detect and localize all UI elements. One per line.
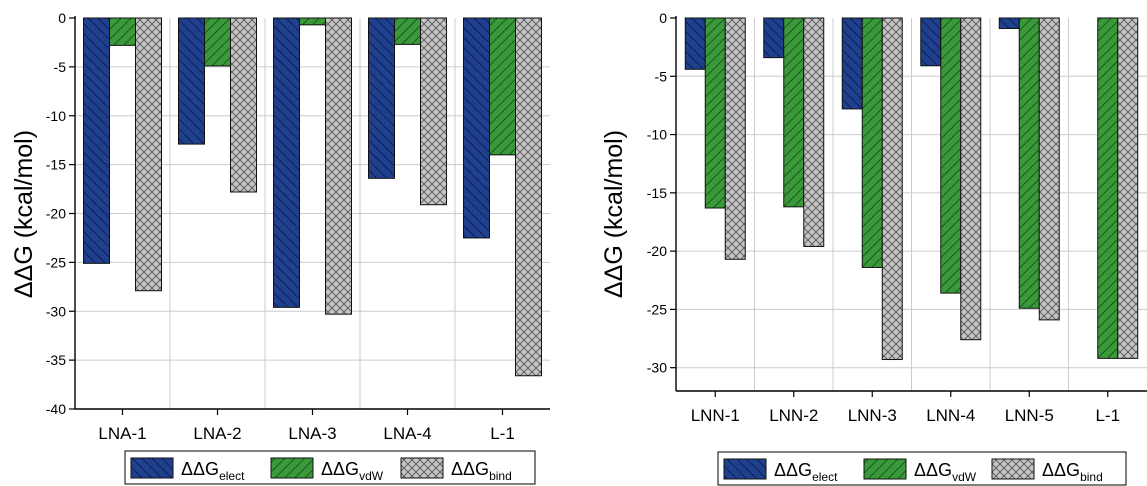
legend-swatch [400,457,444,479]
legend-swatch [130,457,174,479]
x-tick-label: LNN-3 [848,406,897,425]
legend-label: ΔΔGbind [1042,460,1103,484]
x-tick-label: LNN-2 [769,406,818,425]
x-tick-label: LNN-5 [1005,406,1054,425]
bar [273,17,300,308]
bar [420,17,447,206]
bar [230,17,257,193]
bar [204,17,231,67]
bar [178,17,205,145]
legend-label: ΔΔGvdW [914,460,977,484]
y-tick-label: -30 [647,360,667,376]
bar [841,17,863,110]
y-tick-label: -15 [647,185,667,201]
y-tick-label: -15 [46,157,66,173]
bar [783,17,805,208]
bar [368,17,395,179]
bar [704,17,726,209]
bar [1018,17,1040,309]
bar [940,17,962,294]
bar [1117,17,1139,359]
bar [299,17,326,26]
bar [83,17,110,264]
bar [881,17,903,361]
y-tick-label: -30 [46,303,66,319]
bar [489,17,516,156]
bar [960,17,982,341]
legend-box [124,450,536,485]
bar [998,17,1020,29]
legend-label: ΔΔGvdW [321,459,384,483]
y-tick-label: -40 [46,401,66,417]
bar [109,17,136,46]
legend-label: ΔΔGbind [451,459,512,483]
y-tick-label: -5 [54,59,67,75]
x-tick-label: LNA-1 [98,424,146,443]
legend-box [717,451,1127,486]
y-axis-title: ΔΔG (kcal/mol) [10,130,38,298]
y-tick-label: 0 [659,10,667,26]
x-tick-label: L-1 [1095,406,1120,425]
x-tick-label: LNA-2 [193,424,241,443]
y-axis-title: ΔΔG (kcal/mol) [600,130,628,298]
bar [394,17,421,45]
x-tick-label: LNA-3 [288,424,336,443]
bar [724,17,746,260]
bar [763,17,785,59]
legend-label: ΔΔGelect [181,459,245,483]
legend-swatch [991,458,1035,480]
bar [135,17,162,292]
bar [861,17,883,268]
x-tick-label: LNA-4 [383,424,431,443]
bar [515,17,542,377]
y-tick-label: -20 [647,243,667,259]
x-tick-label: LNN-1 [691,406,740,425]
right-chart: ΔΔG (kcal/mol) 0 -5 -10 -15 -20 -25 -30 LNN-1 LN… [600,10,1147,486]
legend-label: ΔΔGelect [774,460,838,484]
bar [325,17,352,315]
bar [803,17,825,247]
y-tick-label: -10 [647,127,667,143]
legend-swatch [723,458,767,480]
y-tick-label: 0 [58,10,66,26]
y-tick-label: -25 [46,254,66,270]
y-tick-label: -10 [46,108,66,124]
bar [463,17,490,239]
y-tick-label: -35 [46,352,66,368]
bar [1038,17,1060,321]
x-tick-label: L-1 [490,424,515,443]
bar [684,17,706,70]
y-tick-label: -20 [46,206,66,222]
left-chart: ΔΔG (kcal/mol) 0 -5 -10 -15 -20 -25 -30 -35 -40 L… [10,10,550,485]
legend-swatch [863,458,907,480]
y-tick-label: -25 [647,301,667,317]
legend-swatch [270,457,314,479]
y-tick-label: -5 [655,68,668,84]
bar [920,17,942,67]
bar [1097,17,1119,359]
x-tick-label: LNN-4 [926,406,975,425]
